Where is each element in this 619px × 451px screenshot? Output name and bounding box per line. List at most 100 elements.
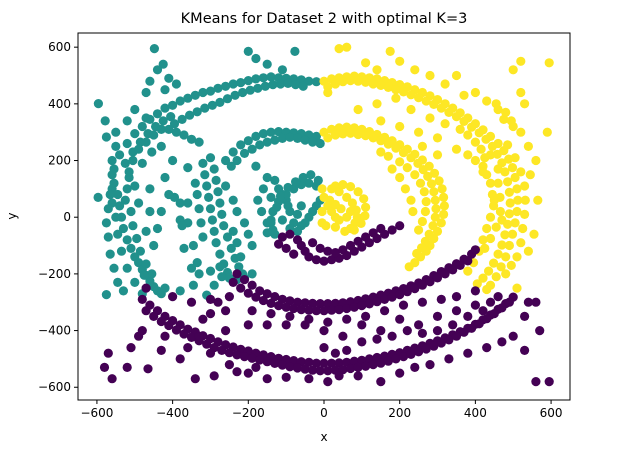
scatter-point xyxy=(395,157,405,167)
scatter-point xyxy=(239,275,250,285)
scatter-point xyxy=(122,235,132,245)
scatter-point xyxy=(345,240,356,251)
scatter-point xyxy=(472,279,482,289)
scatter-point xyxy=(493,104,503,115)
scatter-point xyxy=(152,223,163,234)
scatter-point xyxy=(160,283,170,293)
scatter-point xyxy=(503,140,513,150)
scatter-point xyxy=(417,297,427,307)
scatter-point xyxy=(145,76,155,86)
scatter-point xyxy=(270,292,280,302)
scatter-point xyxy=(504,187,514,197)
scatter-point xyxy=(319,256,329,266)
scatter-point xyxy=(497,303,507,313)
scatter-point xyxy=(221,181,231,191)
scatter-point xyxy=(128,221,138,231)
scatter-point xyxy=(158,116,168,126)
scatter-point xyxy=(430,212,440,222)
scatter-point xyxy=(113,189,123,200)
scatter-point xyxy=(361,58,371,68)
scatter-point xyxy=(451,112,462,122)
scatter-point xyxy=(372,99,382,109)
scatter-point xyxy=(417,216,427,227)
scatter-point xyxy=(520,99,530,109)
scatter-point xyxy=(506,116,516,126)
scatter-point xyxy=(512,252,522,262)
scatter-point xyxy=(345,206,356,217)
scatter-point xyxy=(239,148,250,158)
scatter-point xyxy=(230,90,240,100)
scatter-point xyxy=(342,303,352,314)
scatter-point xyxy=(485,178,496,188)
scatter-point xyxy=(262,59,272,69)
scatter-point xyxy=(109,263,119,273)
scatter-point xyxy=(357,320,367,330)
scatter-point xyxy=(224,348,234,358)
scatter-point xyxy=(274,127,284,137)
scatter-point xyxy=(482,284,492,295)
scatter-point xyxy=(213,83,223,93)
y-tick-label: 400 xyxy=(48,97,71,111)
scatter-point xyxy=(147,147,157,157)
scatter-point xyxy=(209,280,219,290)
scatter-point xyxy=(474,319,484,329)
scatter-point xyxy=(190,374,200,384)
scatter-point xyxy=(463,266,473,276)
scatter-point xyxy=(304,252,314,262)
x-tick-label: −400 xyxy=(156,406,189,420)
scatter-point xyxy=(164,73,174,83)
scatter-point xyxy=(510,153,520,163)
scatter-point xyxy=(215,249,225,259)
scatter-point xyxy=(506,260,516,270)
scatter-point xyxy=(368,360,378,370)
scatter-point xyxy=(194,204,204,214)
scatter-point xyxy=(169,119,180,129)
scatter-point xyxy=(311,358,321,368)
scatter-point xyxy=(503,177,513,187)
scatter-point xyxy=(410,170,420,180)
scatter-point xyxy=(408,206,418,217)
scatter-point xyxy=(300,364,310,374)
scatter-point xyxy=(113,277,123,287)
points-layer xyxy=(93,42,554,387)
scatter-point xyxy=(487,141,497,151)
scatter-point xyxy=(463,150,473,160)
scatter-point xyxy=(357,337,367,347)
scatter-point xyxy=(275,191,286,201)
scatter-point xyxy=(523,246,534,256)
scatter-point xyxy=(410,284,420,294)
scatter-point xyxy=(122,362,132,372)
scatter-point xyxy=(319,306,329,316)
scatter-point xyxy=(353,104,363,115)
scatter-point xyxy=(137,326,147,336)
scatter-point xyxy=(251,131,261,141)
scatter-point xyxy=(221,155,231,166)
scatter-point xyxy=(232,238,242,248)
scatter-point xyxy=(219,221,229,231)
scatter-point xyxy=(296,201,306,211)
scatter-point xyxy=(296,305,306,315)
scatter-point xyxy=(499,114,509,124)
scatter-point xyxy=(482,96,492,106)
scatter-point xyxy=(531,377,541,387)
scatter-point xyxy=(304,357,314,367)
scatter-point xyxy=(372,334,382,344)
scatter-point xyxy=(334,305,344,315)
scatter-point xyxy=(353,236,363,246)
scatter-point xyxy=(520,195,530,205)
scatter-point xyxy=(412,248,422,259)
scatter-point xyxy=(215,262,225,272)
scatter-point xyxy=(345,182,356,192)
scatter-point xyxy=(186,263,197,273)
x-tick-label: 400 xyxy=(464,406,487,420)
scatter-point xyxy=(338,245,348,255)
scatter-point xyxy=(93,192,103,202)
scatter-point xyxy=(116,246,127,256)
scatter-point xyxy=(262,289,272,299)
scatter-point xyxy=(315,138,325,149)
scatter-point xyxy=(387,164,397,174)
scatter-point xyxy=(171,79,181,89)
scatter-point xyxy=(455,124,465,134)
scatter-point xyxy=(387,292,397,302)
scatter-point xyxy=(478,235,488,245)
